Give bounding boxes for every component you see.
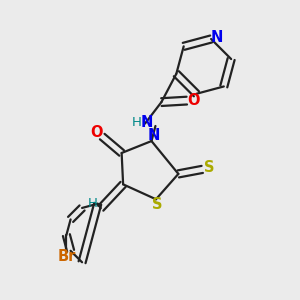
Text: H: H xyxy=(132,116,142,129)
Text: O: O xyxy=(187,93,200,108)
Text: N: N xyxy=(210,30,223,45)
Text: O: O xyxy=(91,124,103,140)
Text: N: N xyxy=(140,115,153,130)
Text: H: H xyxy=(87,197,97,210)
Text: Br: Br xyxy=(57,249,76,264)
Text: S: S xyxy=(204,160,214,175)
Text: S: S xyxy=(152,197,163,212)
Text: N: N xyxy=(148,128,160,143)
